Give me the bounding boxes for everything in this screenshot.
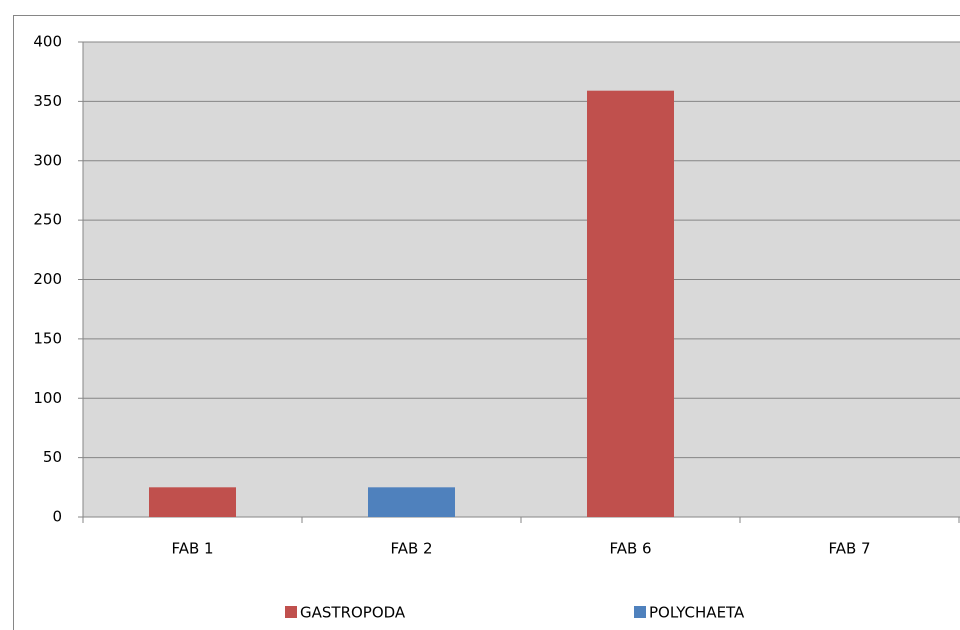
y-tick-label: 100 (33, 389, 62, 407)
y-tick-label: 400 (33, 33, 62, 51)
x-tick-label: FAB 1 (171, 540, 213, 558)
y-tick-label: 350 (33, 92, 62, 110)
y-tick-label: 200 (33, 270, 62, 288)
legend-swatch (285, 606, 297, 618)
bar (368, 487, 455, 517)
y-tick-label: 0 (52, 508, 62, 526)
x-tick-label: FAB 7 (828, 540, 870, 558)
bar (149, 487, 236, 517)
legend-swatch (634, 606, 646, 618)
x-tick-label: FAB 6 (609, 540, 651, 558)
y-tick-label: 150 (33, 329, 62, 347)
legend-label: POLYCHAETA (649, 604, 745, 622)
bar (587, 90, 674, 517)
y-tick-label: 300 (33, 151, 62, 169)
x-tick-label: FAB 2 (390, 540, 432, 558)
legend-label: GASTROPODA (300, 604, 406, 622)
y-tick-label: 250 (33, 211, 62, 229)
y-tick-label: 50 (43, 448, 62, 466)
